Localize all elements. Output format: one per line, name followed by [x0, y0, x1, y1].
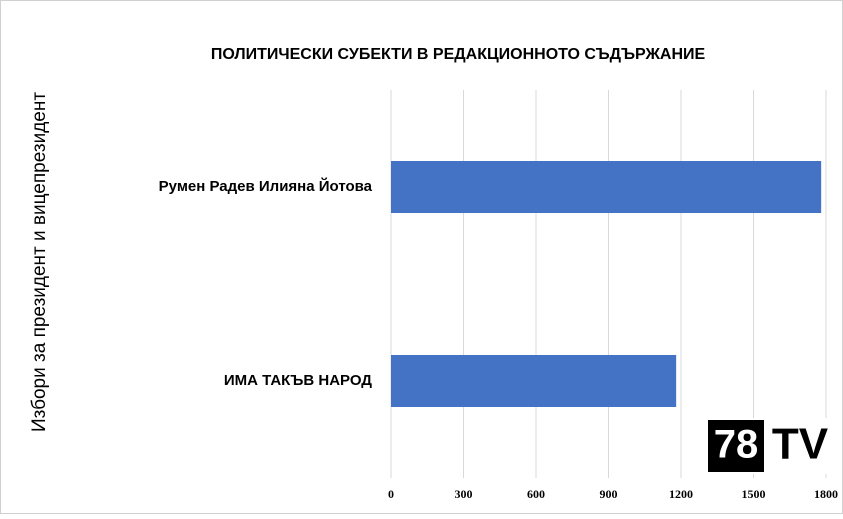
logo-left: 78 [714, 423, 759, 467]
x-tick-label: 300 [455, 487, 473, 501]
bar [391, 355, 677, 407]
bar [391, 161, 822, 213]
x-tick-label: 900 [600, 487, 618, 501]
x-tick-label: 1800 [814, 487, 838, 501]
category-label: ИМА ТАКЪВ НАРОД [224, 372, 372, 389]
logo: 78 TV [706, 418, 836, 474]
logo-block [708, 420, 764, 472]
x-tick-label: 1500 [742, 487, 766, 501]
x-tick-label: 0 [388, 487, 394, 501]
logo-right: TV [772, 420, 829, 469]
chart-title: ПОЛИТИЧЕСКИ СУБЕКТИ В РЕДАКЦИОННОТО СЪДЪ… [211, 46, 706, 63]
x-tick-label: 1200 [669, 487, 693, 501]
y-axis-label: Избори за президент и вицепрезидент [29, 92, 50, 432]
category-label: Румен Радев Илияна Йотова [159, 177, 373, 195]
x-tick-label: 600 [527, 487, 545, 501]
